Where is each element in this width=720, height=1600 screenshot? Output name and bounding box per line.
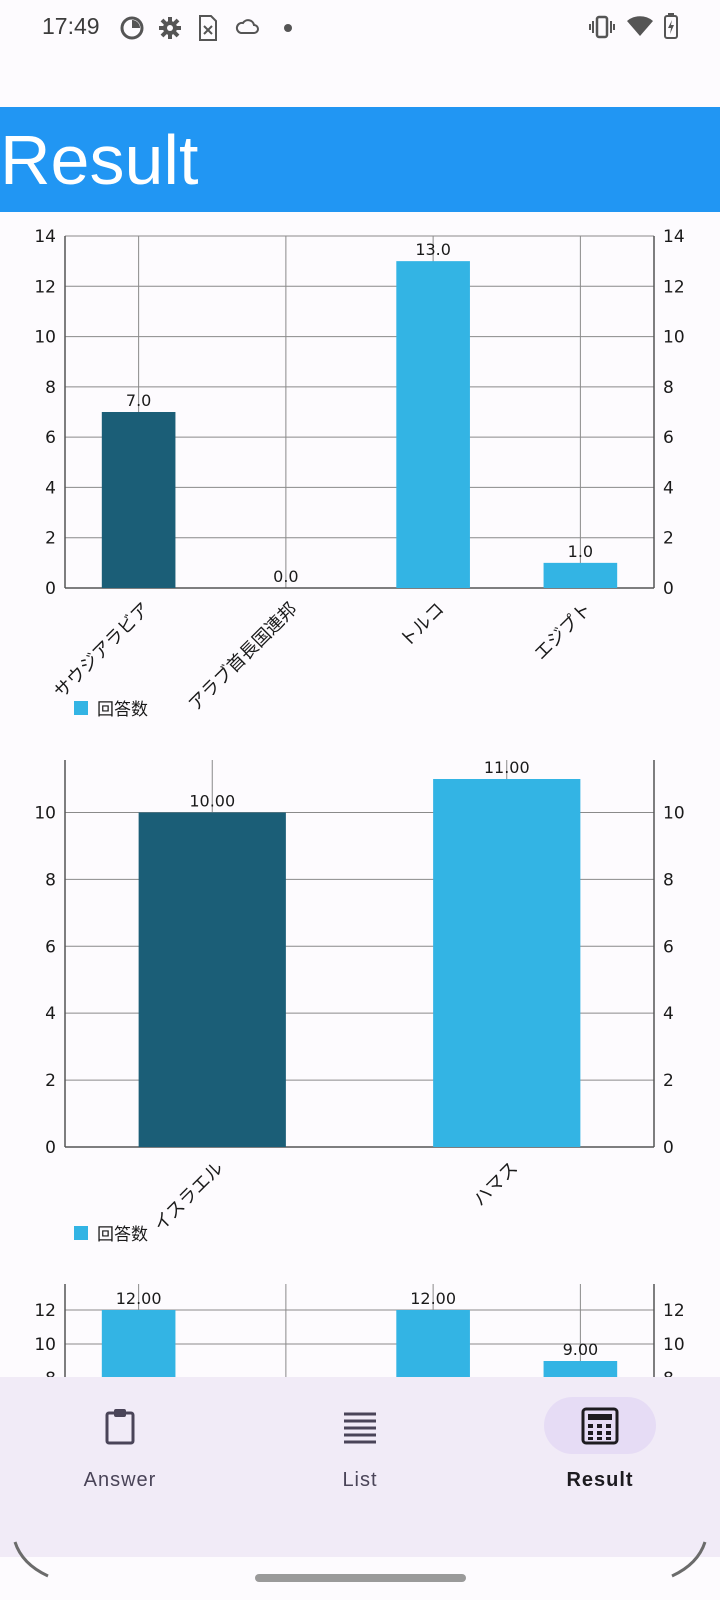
chart-3-ytick-left: 8 bbox=[45, 1369, 56, 1377]
chart-1-ytick-left: 0 bbox=[45, 579, 56, 599]
results-charts-scroll[interactable]: 0 0 2 2 4 4 6 6 8 8 10 10 12 12 14 14 7.0 サウジアラビア 0.0 アラブ首長… bbox=[0, 212, 720, 1377]
chart-2-legend-swatch bbox=[74, 1226, 88, 1240]
list-lines-icon bbox=[344, 1412, 376, 1444]
chart-1-data-label: 0.0 bbox=[273, 567, 298, 586]
chart-3-bar bbox=[543, 1361, 618, 1377]
chart-3-data-label: 12.00 bbox=[116, 1289, 162, 1308]
chart-1-xtick: サウジアラビア bbox=[50, 599, 154, 703]
chart-1-bar bbox=[101, 412, 176, 588]
page-title: Result bbox=[0, 121, 199, 199]
chart-1-ytick-left: 8 bbox=[45, 378, 56, 398]
chart-1-ytick-left: 4 bbox=[45, 478, 56, 498]
screen-corner-left bbox=[13, 1541, 49, 1578]
chart-1-ytick-right: 8 bbox=[663, 378, 674, 398]
status-time: 17:49 bbox=[42, 13, 100, 39]
nav-answer[interactable]: Answer bbox=[0, 1377, 240, 1527]
chart-2-ytick-left: 8 bbox=[45, 870, 56, 890]
chart-2-ytick-left: 10 bbox=[34, 803, 56, 823]
nav-result[interactable]: Result bbox=[480, 1377, 720, 1527]
chart-1-xtick: エジプト bbox=[530, 599, 596, 665]
pie-status-icon bbox=[120, 16, 144, 40]
chart-3-data-label: 9.00 bbox=[563, 1340, 599, 1359]
chart-2-bar bbox=[433, 779, 581, 1147]
chart-2-ytick-left: 6 bbox=[45, 937, 56, 957]
chart-3-ytick-left: 10 bbox=[34, 1335, 56, 1355]
chart-1-data-label: 1.0 bbox=[568, 542, 593, 561]
vibrate-icon bbox=[589, 15, 615, 39]
nav-list[interactable]: List bbox=[240, 1377, 480, 1527]
wifi-icon bbox=[627, 16, 653, 36]
chart-1-ytick-right: 2 bbox=[663, 529, 674, 549]
chart-2-ytick-right: 6 bbox=[663, 937, 674, 957]
chart-2-ytick-left: 4 bbox=[45, 1004, 56, 1024]
chart-2-data-label: 11.00 bbox=[484, 758, 530, 777]
chart-1-bar bbox=[543, 562, 618, 588]
chart-1-legend-label: 回答数 bbox=[97, 700, 148, 720]
bottom-navigation: Answer List Result bbox=[0, 1377, 720, 1557]
chart-1-ytick-right: 14 bbox=[663, 227, 685, 247]
chart-1-bar bbox=[396, 261, 470, 588]
nav-list-label: List bbox=[342, 1469, 378, 1491]
chart-2-ytick-right: 0 bbox=[663, 1138, 674, 1158]
battery-charging-icon bbox=[664, 13, 678, 39]
chart-1-ytick-left: 6 bbox=[45, 428, 56, 448]
nav-answer-label: Answer bbox=[83, 1469, 157, 1491]
chart-3-bar bbox=[101, 1310, 176, 1377]
chart-3-data-label: 12.00 bbox=[410, 1289, 456, 1308]
chart-2-legend-label: 回答数 bbox=[97, 1225, 148, 1245]
dot-icon bbox=[284, 24, 292, 32]
chart-3-ytick-right: 12 bbox=[663, 1301, 685, 1321]
chart-1-ytick-left: 12 bbox=[34, 277, 56, 297]
calculator-icon bbox=[581, 1407, 619, 1445]
chart-1-ytick-left: 2 bbox=[45, 529, 56, 549]
chart-1-ytick-right: 6 bbox=[663, 428, 674, 448]
clipboard-icon bbox=[105, 1409, 135, 1445]
chart-1-ytick-left: 10 bbox=[34, 328, 56, 348]
settings-gear-icon bbox=[159, 17, 181, 39]
chart-1-legend-swatch bbox=[74, 701, 88, 715]
chart-1-ytick-right: 12 bbox=[663, 277, 685, 297]
chart-2-ytick-right: 2 bbox=[663, 1071, 674, 1091]
app-bar: Result bbox=[0, 107, 720, 212]
chart-3-ytick-left: 12 bbox=[34, 1301, 56, 1321]
screen-corner-right bbox=[671, 1541, 707, 1578]
home-indicator[interactable] bbox=[255, 1574, 466, 1582]
chart-2-ytick-right: 4 bbox=[663, 1004, 674, 1024]
chart-3-ytick-right: 10 bbox=[663, 1335, 685, 1355]
chart-2-ytick-left: 0 bbox=[45, 1138, 56, 1158]
cloud-icon bbox=[235, 19, 259, 34]
nav-result-label: Result bbox=[566, 1469, 634, 1491]
chart-1-data-label: 13.0 bbox=[415, 240, 451, 259]
chart-3-bar bbox=[396, 1310, 470, 1377]
chart-1-ytick-right: 0 bbox=[663, 579, 674, 599]
charts-canvas: 0 0 2 2 4 4 6 6 8 8 10 10 12 12 14 14 7.0 サウジアラビア 0.0 アラブ首長… bbox=[34, 227, 685, 1377]
chart-1-xtick: トルコ bbox=[396, 599, 449, 652]
chart-1-ytick-right: 4 bbox=[663, 478, 674, 498]
sim-file-icon bbox=[199, 15, 217, 41]
chart-3-ytick-right: 8 bbox=[663, 1369, 674, 1377]
chart-1-ytick-left: 14 bbox=[34, 227, 56, 247]
chart-1-xtick: アラブ首長国連邦 bbox=[184, 598, 301, 715]
chart-2-ytick-right: 8 bbox=[663, 870, 674, 890]
status-bar: 17:49 bbox=[0, 0, 720, 56]
chart-2-bar bbox=[138, 812, 286, 1147]
chart-2-xtick: ハマス bbox=[469, 1158, 522, 1211]
chart-2-ytick-left: 2 bbox=[45, 1071, 56, 1091]
chart-2-ytick-right: 10 bbox=[663, 803, 685, 823]
chart-2-xtick: イスラエル bbox=[150, 1158, 228, 1236]
chart-1-data-label: 7.0 bbox=[126, 391, 151, 410]
chart-2-data-label: 10.00 bbox=[189, 791, 235, 810]
chart-1-ytick-right: 10 bbox=[663, 328, 685, 348]
